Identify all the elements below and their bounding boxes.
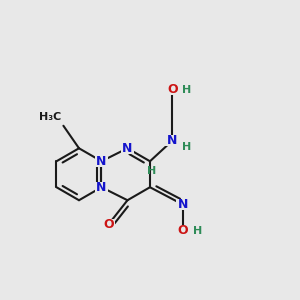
Text: H₃C: H₃C — [39, 112, 62, 122]
Text: N: N — [122, 142, 133, 155]
FancyBboxPatch shape — [94, 182, 108, 193]
Text: O: O — [103, 218, 114, 231]
FancyBboxPatch shape — [121, 143, 134, 154]
FancyBboxPatch shape — [102, 219, 115, 230]
FancyBboxPatch shape — [94, 156, 108, 167]
FancyBboxPatch shape — [165, 135, 180, 146]
FancyBboxPatch shape — [175, 225, 191, 236]
FancyBboxPatch shape — [165, 84, 180, 95]
Text: H: H — [182, 142, 191, 152]
Text: H: H — [147, 166, 156, 176]
Text: O: O — [167, 83, 178, 96]
Text: N: N — [178, 198, 188, 211]
Text: N: N — [96, 181, 107, 194]
Text: H: H — [193, 226, 202, 236]
Text: N: N — [96, 155, 107, 168]
Text: H: H — [182, 85, 191, 94]
FancyBboxPatch shape — [176, 200, 190, 210]
Text: N: N — [167, 134, 178, 147]
Text: O: O — [178, 224, 188, 237]
